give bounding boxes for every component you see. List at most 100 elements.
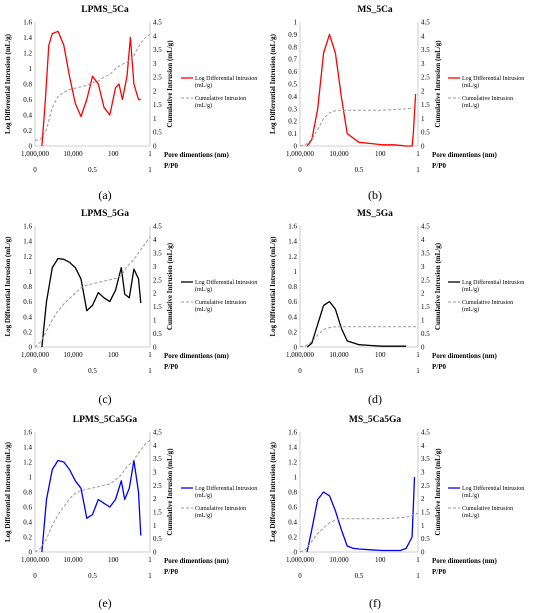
- x-tick-label: 100: [375, 351, 386, 359]
- y-tick-label: 0.4: [288, 519, 297, 527]
- x-tick-label: 100: [108, 150, 119, 158]
- y2-tick-label: 3.5: [153, 249, 162, 257]
- y2-tick-label: 4: [421, 442, 425, 450]
- chart-panel-6: MS_5Ca5Ga 0 0.2 0.4 0.6 0.8 1 1.2 1.4 1.6 0 0.5 1 1.5…: [269, 415, 524, 610]
- y2-tick-label: 3: [421, 469, 425, 477]
- x-tick-label: 1,000,000: [21, 150, 50, 158]
- y-tick-label: 0: [294, 344, 298, 352]
- y-tick-label: 0.6: [288, 504, 297, 512]
- y-tick-label: 0.6: [23, 504, 32, 512]
- panel-label: (e): [98, 596, 111, 610]
- x2-tick-label: 1: [148, 166, 152, 174]
- y-tick-label: 0.2: [23, 127, 32, 135]
- y-tick-label: 1: [294, 19, 298, 27]
- x2-tick-label: 0.5: [88, 367, 97, 375]
- legend-entry-log-differential: Log Differential Intrusion (mL/g): [195, 75, 257, 89]
- y-tick-label: 0.3: [288, 105, 297, 113]
- y2-tick-label: 2.5: [421, 482, 430, 490]
- y2-tick-label: 0.5: [153, 129, 162, 137]
- y2-tick-label: 3.5: [421, 455, 430, 463]
- y2-tick-label: 0: [421, 549, 425, 557]
- y2-tick-label: 4.5: [153, 429, 162, 437]
- x2-tick-label: 1: [148, 367, 152, 375]
- y-tick-label: 1.2: [288, 253, 297, 261]
- y-tick-label: 0.1: [288, 130, 297, 138]
- y2-tick-label: 2.5: [153, 482, 162, 490]
- y2-tick-label: 3: [421, 263, 425, 271]
- x-tick-label: 10,000: [63, 556, 83, 564]
- cumulative-intrusion-line: [34, 236, 151, 348]
- y-axis-label: Log Differential Intrusion (mL/g): [4, 33, 12, 134]
- y2-tick-label: 4: [153, 442, 157, 450]
- x-tick-label: 100: [108, 351, 119, 359]
- panel-label: (c): [98, 392, 111, 406]
- y2-tick-label: 2: [421, 290, 425, 298]
- y2-tick-label: 0: [421, 143, 425, 151]
- y-axis-label: Log Differential Intrusion (mL/g): [269, 441, 277, 542]
- y-tick-label: 1: [294, 268, 298, 276]
- x2-axis-label: P/P0: [432, 363, 446, 371]
- x-tick-label: 1: [416, 556, 420, 564]
- legend-entry-cumulative: Cumulative Intrusion (mL/g): [195, 506, 246, 519]
- y-tick-label: 1.6: [23, 19, 32, 27]
- y-tick-label: 1.4: [288, 238, 297, 246]
- panel-label: (f): [369, 596, 381, 610]
- y2-tick-label: 0.5: [153, 330, 162, 338]
- y-tick-label: 0: [29, 549, 33, 557]
- x2-axis-label: P/P0: [164, 162, 178, 170]
- y2-axis-label: Cumulative Intrusion (mL/g): [434, 40, 442, 128]
- y-tick-label: 0.2: [288, 328, 297, 336]
- y2-tick-label: 4: [153, 236, 157, 244]
- y-tick-label: 1.4: [23, 238, 32, 246]
- y2-tick-label: 2: [153, 87, 157, 95]
- y-tick-label: 1.6: [288, 223, 297, 231]
- y2-tick-label: 2.5: [421, 74, 430, 82]
- y2-tick-label: 4: [421, 236, 425, 244]
- x2-tick-label: 1: [148, 572, 152, 580]
- chart-title: LPMS_5Ca5Ga: [73, 415, 138, 425]
- y-tick-label: 0.2: [288, 534, 297, 542]
- x-axis-label: Pore dimentions (nm): [432, 151, 497, 159]
- y2-axis-label: Cumulative Intrusion (mL/g): [166, 242, 174, 330]
- y2-tick-label: 4.5: [153, 223, 162, 231]
- x2-axis-label: P/P0: [164, 363, 178, 371]
- y-tick-label: 0.6: [288, 298, 297, 306]
- legend-entry-cumulative: Cumulative Intrusion (mL/g): [195, 300, 246, 313]
- legend: Log Differential Intrusion (mL/g) Cumulati…: [448, 485, 524, 519]
- y2-tick-label: 1.5: [153, 509, 162, 517]
- x-axis-label: Pore dimentions (nm): [432, 557, 497, 565]
- x-axis-label: Pore dimentions (nm): [164, 352, 229, 360]
- chart-title: LPMS_5Ca: [81, 5, 129, 15]
- y2-tick-label: 1.5: [153, 101, 162, 109]
- y-axis-label: Log Differential Intrusion (mL/g): [4, 236, 12, 337]
- chart-title: LPMS_5Ga: [81, 209, 129, 219]
- chart-title: MS_5Ca: [357, 5, 393, 15]
- legend-entry-cumulative: Cumulative Intrusion (mL/g): [462, 96, 513, 109]
- y-tick-label: 0.6: [23, 298, 32, 306]
- y-tick-label: 1: [29, 474, 33, 482]
- x-tick-label: 100: [375, 150, 386, 158]
- x2-tick-label: 0.5: [88, 572, 97, 580]
- y-axis-label: Log Differential Intrusion (mL/g): [269, 236, 277, 337]
- y2-tick-label: 0.5: [153, 535, 162, 543]
- x2-tick-label: 0: [298, 572, 302, 580]
- cumulative-intrusion-line: [34, 439, 151, 553]
- y2-tick-label: 0.5: [421, 535, 430, 543]
- y2-tick-label: 2: [421, 495, 425, 503]
- y2-tick-label: 3: [153, 263, 157, 271]
- x2-tick-label: 0.5: [88, 166, 97, 174]
- y2-tick-label: 4: [153, 32, 157, 40]
- y-tick-label: 0.8: [23, 283, 32, 291]
- log-differential-intrusion-line: [306, 476, 416, 553]
- y-tick-label: 1.6: [23, 429, 32, 437]
- y-tick-label: 0.7: [288, 56, 297, 64]
- x-axis-label: Pore dimentions (nm): [432, 352, 497, 360]
- chart-title: MS_5Ga: [357, 209, 393, 219]
- x-tick-label: 1: [148, 150, 152, 158]
- y2-tick-label: 1: [421, 115, 425, 123]
- y-tick-label: 0: [294, 549, 298, 557]
- y2-tick-label: 1: [421, 522, 425, 530]
- panel-label: (d): [368, 392, 382, 406]
- y2-tick-label: 4.5: [153, 19, 162, 27]
- y-tick-label: 0.8: [23, 489, 32, 497]
